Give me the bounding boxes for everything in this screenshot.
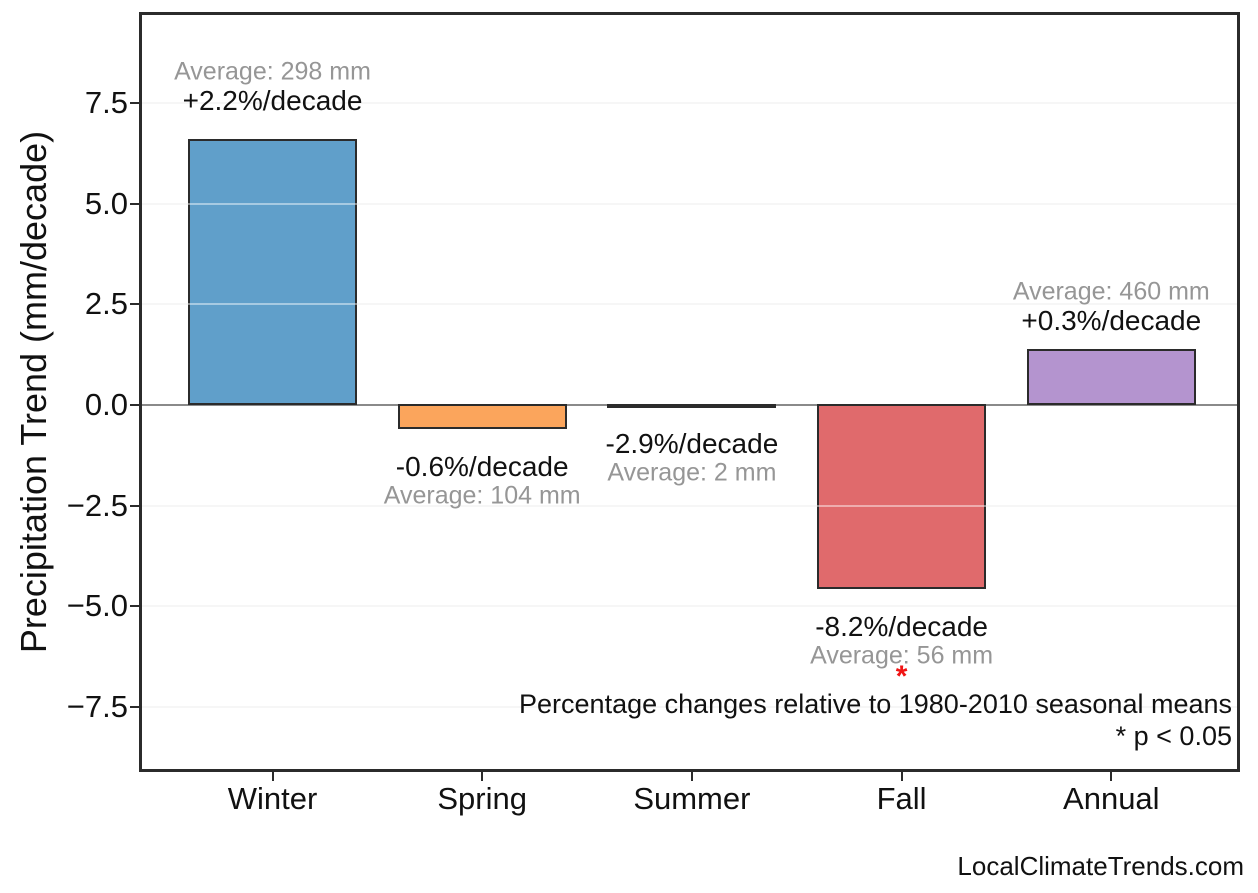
watermark: LocalClimateTrends.com [957, 851, 1244, 881]
x-axis-tick [271, 772, 274, 781]
gridline [142, 303, 1237, 306]
x-tick-label-spring: Spring [437, 781, 527, 816]
x-tick-label-fall: Fall [876, 781, 927, 816]
gridline-overlay [142, 303, 1237, 306]
x-tick-label-annual: Annual [1063, 781, 1160, 816]
caption: Percentage changes relative to 1980-2010… [519, 688, 1232, 752]
y-axis-tick [130, 101, 140, 104]
gridline-overlay [142, 605, 1237, 608]
average-label-spring: Average: 104 mm [383, 481, 581, 510]
gridline [142, 605, 1237, 608]
gridline-overlay [142, 706, 1237, 709]
y-tick-label: 2.5 [84, 286, 128, 322]
significance-star-fall: * [895, 660, 908, 694]
bar-winter [188, 139, 357, 405]
x-tick-label-winter: Winter [227, 781, 318, 816]
y-tick-label: 5.0 [84, 185, 128, 221]
bar-spring [397, 404, 567, 429]
y-tick-label: −2.5 [66, 487, 128, 523]
trend-label-winter: +2.2%/decade [182, 85, 363, 117]
y-tick-label: −5.0 [66, 588, 128, 624]
gridline [142, 101, 1237, 104]
y-axis-tick [130, 404, 140, 406]
y-axis-tick [130, 504, 140, 507]
y-axis-tick [130, 202, 140, 205]
average-label-annual: Average: 460 mm [1012, 277, 1210, 306]
gridline [142, 202, 1237, 205]
y-tick-label: −7.5 [66, 689, 128, 725]
average-label-winter: Average: 298 mm [174, 57, 371, 86]
x-axis-tick [900, 772, 903, 781]
average-label-summer: Average: 2 mm [607, 458, 777, 487]
y-axis-tick [130, 605, 140, 608]
x-axis-tick [481, 772, 484, 781]
bar-annual [1026, 349, 1196, 405]
trend-label-annual: +0.3%/decade [1021, 305, 1202, 337]
trend-label-spring: -0.6%/decade [395, 450, 569, 482]
bar-fall [817, 404, 987, 590]
plot-panel: +2.2%/decade Average: 298 mm -0.6%/decade A… [139, 12, 1240, 772]
y-axis-tick [130, 706, 140, 709]
x-axis-tick [1110, 772, 1113, 781]
caption-note: Percentage changes relative to 1980-2010… [519, 689, 1232, 719]
gridline-overlay [142, 504, 1237, 507]
gridline-overlay [142, 101, 1237, 104]
average-label-fall: Average: 56 mm [810, 641, 994, 670]
trend-label-summer: -2.9%/decade [605, 428, 779, 460]
y-axis-tick [130, 303, 140, 306]
gridline [142, 504, 1237, 507]
x-axis-tick [690, 772, 693, 781]
bar-summer [607, 404, 777, 408]
caption-significance: * p < 0.05 [1115, 721, 1232, 751]
gridline [142, 706, 1237, 709]
trend-label-fall: -8.2%/decade [815, 611, 988, 643]
gridline-overlay [142, 202, 1237, 205]
x-tick-label-summer: Summer [633, 781, 751, 816]
y-tick-label: 7.5 [84, 84, 128, 120]
y-tick-label: 0.0 [84, 387, 128, 422]
